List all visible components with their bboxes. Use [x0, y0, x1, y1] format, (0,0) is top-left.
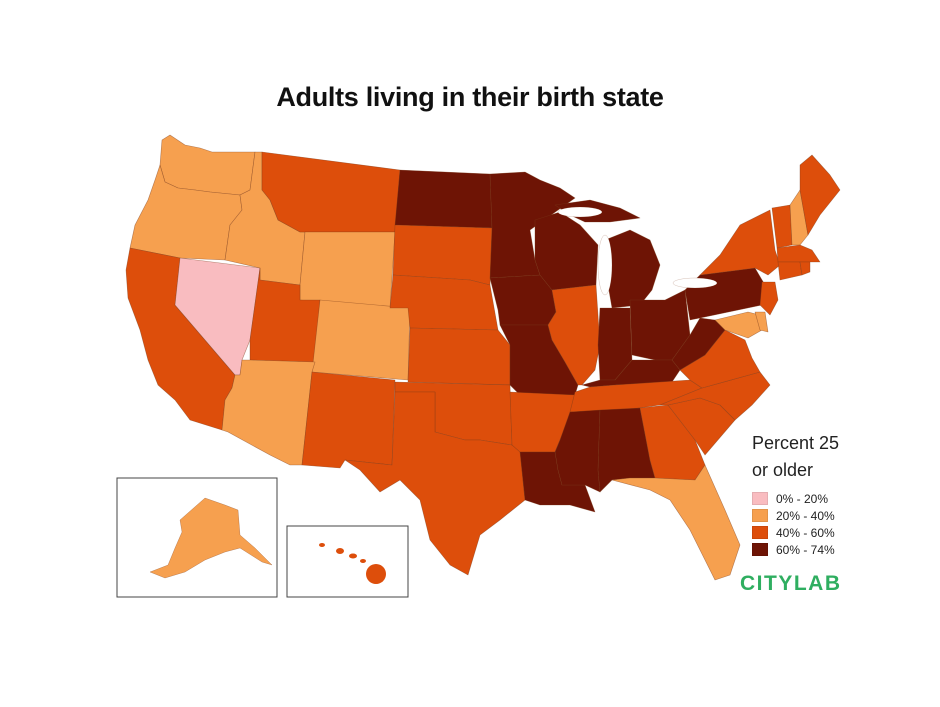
legend-swatch [752, 526, 768, 539]
state-NJ[interactable] [759, 281, 779, 316]
legend-item: 20% - 40% [752, 507, 902, 524]
state-RI[interactable] [799, 261, 811, 276]
state-DE[interactable] [754, 311, 769, 333]
legend-item: 40% - 60% [752, 524, 902, 541]
state-WY[interactable] [299, 231, 396, 309]
legend-item: 0% - 20% [752, 490, 902, 507]
legend-swatch [752, 492, 768, 505]
legend-title-line2: or older [752, 460, 814, 480]
state-IL[interactable] [547, 284, 601, 386]
state-VT[interactable] [771, 204, 793, 249]
state-MN[interactable] [489, 171, 576, 279]
state-ND[interactable] [394, 169, 493, 229]
state-KS[interactable] [407, 327, 511, 386]
legend-title-line1: Percent 25 [752, 433, 840, 453]
legend-label: 0% - 20% [776, 491, 829, 506]
legend-label: 20% - 40% [776, 508, 835, 523]
legend: Percent 25 or older 0% - 20% 20% - 40% 40%… [752, 430, 902, 558]
state-FL[interactable] [611, 464, 741, 581]
state-MT[interactable] [261, 151, 401, 233]
legend-item: 60% - 74% [752, 541, 902, 558]
state-CO[interactable] [311, 299, 411, 381]
state-CT[interactable] [777, 261, 803, 281]
state-ME[interactable] [799, 154, 841, 236]
legend-label: 40% - 60% [776, 525, 835, 540]
legend-swatch [752, 509, 768, 522]
great-lakes [557, 206, 718, 296]
citylab-logo: CITYLAB [740, 572, 842, 595]
state-AZ[interactable] [221, 359, 316, 466]
map-title: Adults living in their birth state [276, 82, 664, 112]
state-WI[interactable] [534, 211, 599, 291]
state-MA[interactable] [776, 244, 821, 263]
legend-label: 60% - 74% [776, 542, 835, 557]
state-PA[interactable] [684, 267, 766, 321]
state-NY[interactable] [699, 209, 781, 276]
state-HI[interactable] [319, 543, 386, 584]
state-TX[interactable] [344, 391, 526, 576]
legend-swatch [752, 543, 768, 556]
hawaii-inset-frame [286, 525, 409, 598]
state-NH[interactable] [789, 189, 809, 246]
state-NM[interactable] [301, 371, 396, 469]
legend-list: 0% - 20% 20% - 40% 40% - 60% 60% - 74% [752, 490, 902, 558]
legend-title: Percent 25 or older [752, 430, 902, 484]
state-AK[interactable] [149, 497, 273, 579]
